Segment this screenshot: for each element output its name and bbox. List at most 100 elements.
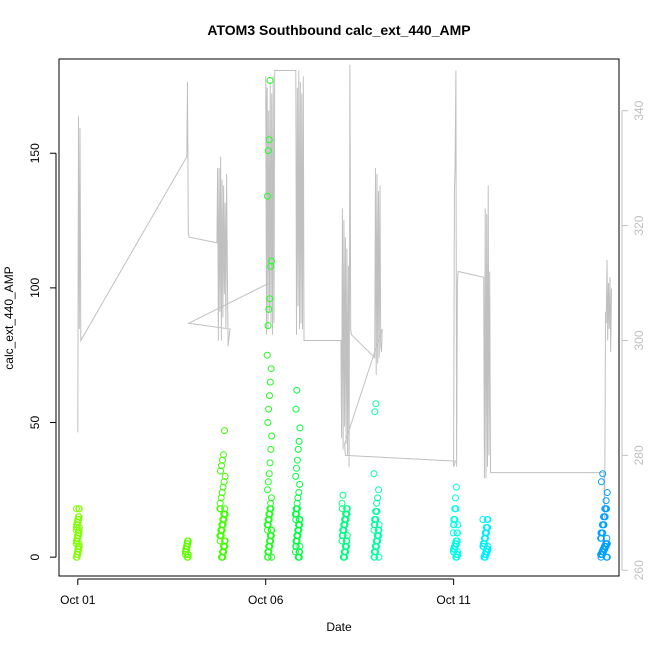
- y-tick-label: 0: [28, 553, 42, 560]
- data-point: [479, 516, 487, 523]
- y2-tick-label: 340: [632, 100, 646, 120]
- x-tick-label: Oct 11: [436, 593, 471, 607]
- data-point: [268, 526, 276, 534]
- data-point: [264, 322, 272, 330]
- data-point: [184, 537, 192, 545]
- data-point: [266, 77, 274, 84]
- data-point: [449, 529, 457, 537]
- chart-title: ATOM3 Southbound calc_ext_440_AMP: [207, 22, 470, 38]
- data-point: [265, 516, 273, 523]
- data-point: [484, 516, 492, 523]
- data-point: [265, 305, 273, 313]
- data-point: [268, 553, 276, 561]
- data-point: [265, 136, 273, 144]
- data-point: [264, 486, 271, 494]
- data-point: [267, 532, 275, 540]
- data-point: [221, 505, 229, 513]
- data-point: [267, 262, 275, 270]
- data-point: [264, 526, 271, 534]
- data-point: [343, 532, 351, 540]
- data-point: [291, 548, 299, 556]
- data-point: [267, 365, 275, 373]
- data-point: [75, 505, 83, 513]
- data-point: [221, 472, 229, 480]
- data-point: [73, 505, 80, 513]
- data-point: [341, 521, 349, 529]
- data-point: [602, 497, 610, 505]
- points-layer: [72, 77, 611, 561]
- data-point: [601, 513, 609, 521]
- data-point: [375, 553, 383, 561]
- x-tick-label: Oct 06: [248, 593, 284, 607]
- data-point: [451, 516, 459, 523]
- data-point: [266, 295, 274, 303]
- y2-tick-label: 260: [632, 560, 646, 580]
- data-point: [267, 499, 275, 507]
- data-point: [374, 494, 382, 502]
- data-point: [264, 147, 272, 155]
- data-point: [296, 480, 304, 488]
- data-point: [372, 400, 380, 408]
- data-point: [266, 542, 274, 550]
- data-point: [264, 419, 272, 426]
- data-point: [265, 405, 273, 413]
- data-point: [220, 451, 227, 459]
- data-point: [603, 540, 611, 548]
- data-point: [267, 445, 275, 453]
- y-tick-label: 50: [28, 416, 42, 430]
- axes-layer: 0 50 100 150 260 280 300 320 340 Oct 01 Oct 06 Oct …: [28, 100, 646, 607]
- data-point: [452, 483, 460, 491]
- data-point: [264, 553, 272, 561]
- data-point: [219, 521, 227, 529]
- data-point: [264, 478, 272, 486]
- data-point: [599, 529, 607, 537]
- data-point: [339, 491, 347, 499]
- data-point: [599, 470, 607, 478]
- data-point: [343, 510, 351, 518]
- data-point: [267, 494, 275, 502]
- data-point: [452, 505, 460, 513]
- data-point: [267, 537, 275, 545]
- data-point: [603, 505, 610, 513]
- data-point: [221, 510, 229, 518]
- y2-tick-label: 320: [632, 215, 646, 235]
- data-point: [268, 432, 276, 440]
- y-tick-label: 100: [28, 278, 42, 298]
- data-point: [373, 507, 381, 515]
- data-point: [292, 516, 300, 523]
- data-point: [450, 521, 458, 529]
- x-tick-label: Oct 01: [60, 593, 96, 607]
- data-point: [375, 526, 383, 534]
- data-point: [343, 542, 351, 550]
- data-point: [371, 408, 379, 416]
- data-point: [264, 521, 272, 529]
- data-point: [267, 257, 275, 265]
- data-point: [75, 513, 83, 521]
- data-point: [343, 537, 351, 545]
- data-point: [343, 505, 351, 513]
- data-point: [452, 494, 459, 502]
- data-point: [221, 427, 228, 435]
- data-point: [371, 521, 379, 529]
- x-axis-label: Date: [326, 620, 352, 634]
- secondary-series-layer: [77, 64, 612, 519]
- y-axis-label: calc_ext_440_AMP: [2, 266, 16, 369]
- data-point: [294, 445, 302, 453]
- data-point: [293, 386, 301, 394]
- data-point: [295, 489, 303, 496]
- data-point: [295, 526, 303, 534]
- data-point: [296, 516, 304, 523]
- data-point: [296, 424, 304, 432]
- data-point: [375, 532, 383, 540]
- data-point: [293, 456, 301, 464]
- data-point: [296, 542, 304, 550]
- secondary-series-line: [77, 64, 612, 519]
- data-point: [600, 521, 608, 529]
- data-point: [292, 472, 300, 480]
- data-point: [266, 459, 274, 467]
- data-point: [75, 516, 82, 523]
- data-point: [221, 537, 229, 545]
- plot-frame: [58, 58, 620, 577]
- data-point: [293, 537, 301, 545]
- data-point: [296, 521, 304, 529]
